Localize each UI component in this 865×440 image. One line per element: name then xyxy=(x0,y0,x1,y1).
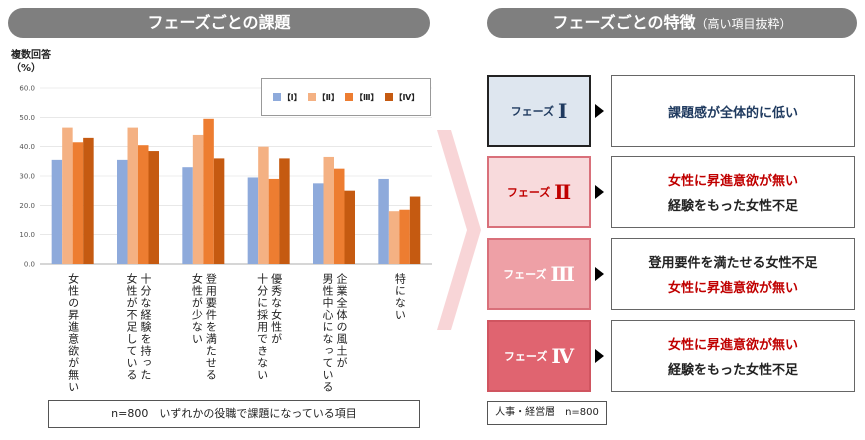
bar xyxy=(83,137,94,264)
x-category-label-line: 女性の昇進意欲が無い xyxy=(66,273,80,393)
phase-description-line: 女性に昇進意欲が無い xyxy=(667,174,798,189)
x-category-label-line: 優秀な女性が xyxy=(269,273,283,345)
phase-description-line: 課題感が全体的に低い xyxy=(667,105,798,121)
phase-label: フェーズ xyxy=(510,105,555,118)
legend-item: 【Ⅲ】 xyxy=(344,92,379,103)
phase-description: 女性に昇進意欲が無い 経験をもった女性不足 xyxy=(611,320,855,392)
x-category-label-line: 男性中心になっている xyxy=(321,273,334,393)
x-category-label: 特にない xyxy=(392,273,406,321)
x-category-label: 登用要件を満たせる 女性が少ない xyxy=(189,273,217,381)
phase-description: 女性に昇進意欲が無い 経験をもった女性不足 xyxy=(611,156,855,228)
legend-swatch xyxy=(272,93,281,101)
legend-swatch xyxy=(384,93,393,101)
x-category-label: 十分な経験を持った 女性が不足している xyxy=(124,273,152,381)
phase-description-line: 女性に昇進意欲が無い xyxy=(667,281,798,296)
x-category-label-line: 企業全体の風土が xyxy=(335,273,348,369)
bar xyxy=(279,158,290,264)
bar xyxy=(72,142,84,264)
right-note: 人事・経営層 n=800 xyxy=(487,401,607,425)
bar xyxy=(127,127,138,264)
bar xyxy=(192,134,204,264)
pointer-arrow-icon xyxy=(595,185,604,199)
bar xyxy=(213,158,225,264)
x-category-label: 女性の昇進意欲が無い xyxy=(66,273,80,393)
legend-item: 【Ⅰ】 xyxy=(272,92,302,103)
phase-label: フェーズ xyxy=(503,268,547,281)
y-tick-label: 60.0 xyxy=(19,85,35,93)
y-tick-label: 10.0 xyxy=(19,231,35,239)
y-tick-label: 20.0 xyxy=(19,202,35,210)
y-tick-label: 50.0 xyxy=(19,114,35,122)
left-section-header: フェーズごとの課題 xyxy=(8,8,430,38)
phase-number: Ⅱ xyxy=(554,180,572,204)
bar-chart: 0.0 10.0 20.0 30.0 40.0 50.0 60.0 xyxy=(19,85,432,269)
legend-label: 【Ⅱ】 xyxy=(317,92,339,102)
y-tick-label: 40.0 xyxy=(19,143,35,151)
bar xyxy=(203,118,214,264)
phase-number: Ⅳ xyxy=(551,344,575,368)
phase-description-line: 女性に昇進意欲が無い xyxy=(667,338,798,353)
phase-number: Ⅲ xyxy=(550,262,575,286)
pointer-arrow-icon xyxy=(595,349,604,363)
x-category-label-line: 十分に採用できない xyxy=(255,273,269,381)
bar xyxy=(409,196,421,264)
x-category-label: 優秀な女性が 十分に採用できない xyxy=(255,273,283,381)
phase-number: Ⅰ xyxy=(558,99,568,123)
chart-legend: 【Ⅰ】 【Ⅱ】 【Ⅲ】 【Ⅳ】 xyxy=(261,78,431,116)
bar xyxy=(51,159,63,264)
big-right-arrow-icon xyxy=(437,130,481,330)
bar xyxy=(399,209,410,264)
bar xyxy=(182,167,193,264)
bar xyxy=(268,178,280,264)
bar xyxy=(258,146,269,264)
y-tick-label: 30.0 xyxy=(19,173,35,181)
phase-description-line: 経験をもった女性不足 xyxy=(667,363,798,378)
phase-description: 登用要件を満たせる女性不足 女性に昇進意欲が無い xyxy=(611,238,855,310)
bar xyxy=(62,127,73,264)
legend-label: 【Ⅳ】 xyxy=(394,92,420,102)
phase-description-line: 経験をもった女性不足 xyxy=(667,199,798,214)
bar xyxy=(148,151,159,264)
phase-label: フェーズ xyxy=(503,350,548,363)
bar xyxy=(323,156,334,264)
legend-label: 【Ⅰ】 xyxy=(282,92,302,102)
x-category-label-line: 女性が不足している xyxy=(125,273,138,381)
phase-description: 課題感が全体的に低い xyxy=(611,75,855,147)
phase-box: フェーズ Ⅰ xyxy=(487,75,591,147)
legend-label: 【Ⅲ】 xyxy=(354,92,379,102)
pointer-arrow-icon xyxy=(595,267,604,281)
pointer-arrow-icon xyxy=(595,104,604,118)
bar xyxy=(138,145,149,264)
x-category-label-line: 女性が少ない xyxy=(190,273,204,345)
legend-item: 【Ⅳ】 xyxy=(384,92,420,103)
right-header-main: フェーズごとの特徴 xyxy=(552,13,696,32)
left-note: n=800 いずれかの役職で課題になっている項目 xyxy=(48,400,420,428)
right-header-sub: （高い項目抜粋） xyxy=(695,17,792,31)
x-category-label-line: 登用要件を満たせる xyxy=(204,273,218,381)
bar xyxy=(344,190,355,264)
phase-box: フェーズ Ⅱ xyxy=(487,156,591,228)
y-tick-label: 0.0 xyxy=(24,261,35,269)
bar xyxy=(247,177,259,264)
phase-box: フェーズ Ⅲ xyxy=(487,238,591,310)
y-axis-unit: （%） xyxy=(11,63,42,74)
bar xyxy=(388,211,400,264)
bar xyxy=(378,178,389,264)
x-category-label: 企業全体の風土が 男性中心になっている xyxy=(320,273,348,393)
y-axis-label: 複数回答 xyxy=(11,50,51,61)
x-category-label-line: 特にない xyxy=(393,273,407,321)
legend-swatch xyxy=(307,93,316,101)
legend-swatch xyxy=(344,93,353,101)
phase-box: フェーズ Ⅳ xyxy=(487,320,591,392)
bar xyxy=(313,183,324,264)
phase-description-line: 登用要件を満たせる女性不足 xyxy=(648,256,818,271)
phase-label: フェーズ xyxy=(506,186,551,199)
bar xyxy=(334,168,345,264)
x-category-label-line: 十分な経験を持った xyxy=(139,273,152,381)
right-section-header: フェーズごとの特徴（高い項目抜粋） xyxy=(487,8,857,38)
bar xyxy=(117,159,128,264)
legend-item: 【Ⅱ】 xyxy=(307,92,339,103)
